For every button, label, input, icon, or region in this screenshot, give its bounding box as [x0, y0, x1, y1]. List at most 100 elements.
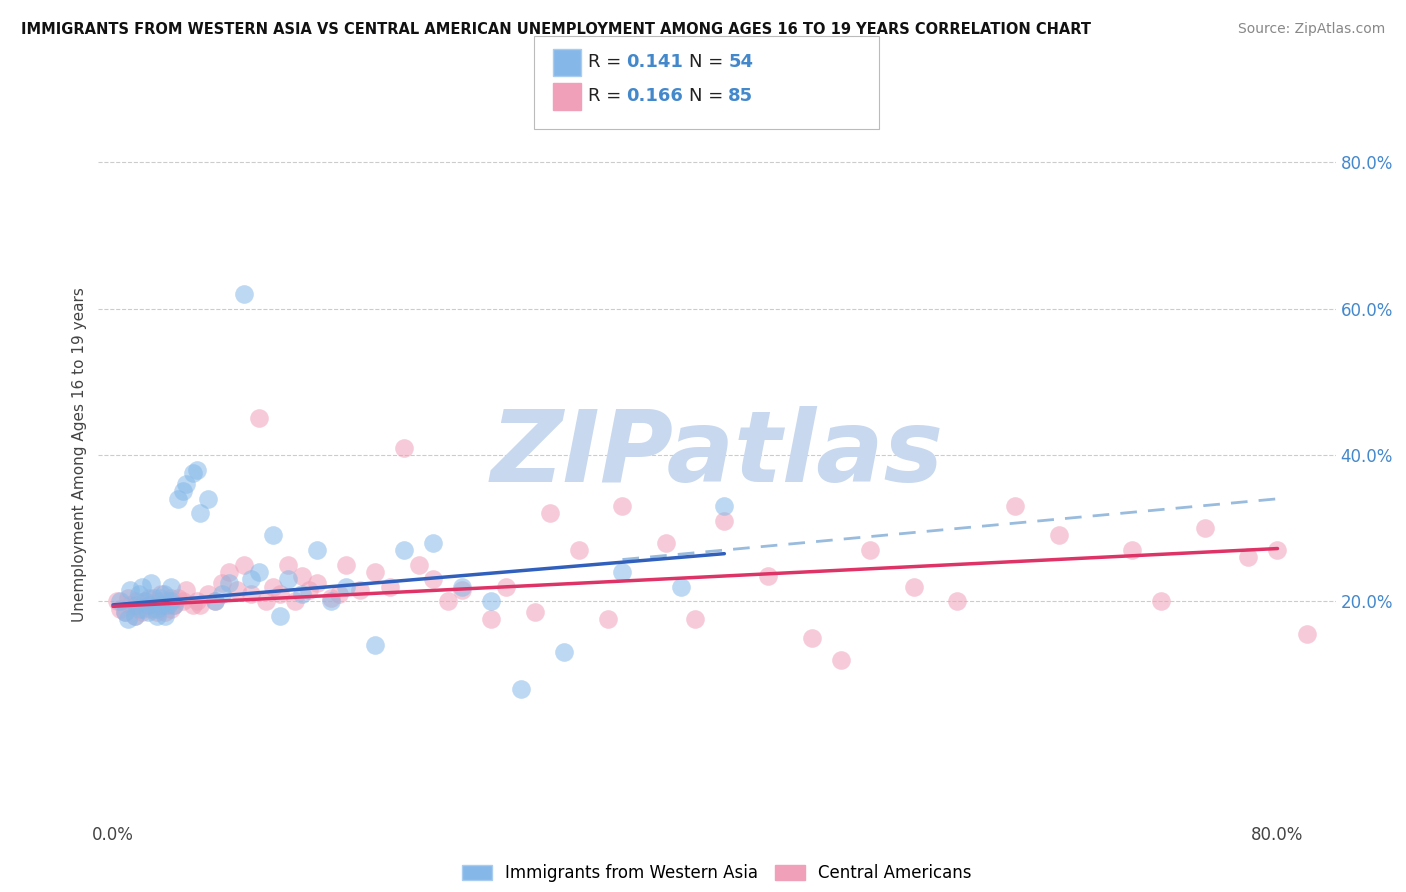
Text: 0.141: 0.141: [626, 54, 682, 71]
Point: [321, 591, 343, 605]
Point: [120, 583, 142, 598]
Point: [211, 587, 233, 601]
Point: [125, 598, 148, 612]
Point: [859, 543, 882, 558]
Text: R =: R =: [588, 87, 627, 105]
Point: [284, 594, 307, 608]
Point: [596, 613, 619, 627]
Point: [1150, 594, 1173, 608]
Point: [655, 535, 678, 549]
Point: [1047, 528, 1070, 542]
Point: [131, 580, 153, 594]
Point: [364, 565, 387, 579]
Point: [131, 605, 153, 619]
Point: [157, 594, 180, 608]
Point: [291, 587, 314, 601]
Point: [150, 598, 173, 612]
Point: [148, 591, 170, 605]
Point: [155, 608, 177, 623]
Point: [436, 594, 458, 608]
Point: [335, 558, 357, 572]
Point: [172, 484, 194, 499]
Point: [683, 613, 706, 627]
Point: [247, 411, 270, 425]
Point: [269, 587, 291, 601]
Point: [181, 598, 204, 612]
Point: [1382, 565, 1405, 579]
Point: [378, 580, 401, 594]
Point: [139, 601, 162, 615]
Point: [105, 594, 128, 608]
Point: [148, 594, 170, 608]
Point: [422, 572, 444, 586]
Point: [167, 591, 190, 605]
Point: [612, 499, 634, 513]
Point: [1237, 550, 1260, 565]
Point: [136, 605, 159, 619]
Point: [392, 543, 415, 558]
Point: [145, 598, 167, 612]
Point: [142, 594, 165, 608]
Point: [138, 591, 160, 605]
Point: [145, 605, 167, 619]
Point: [117, 613, 139, 627]
Point: [124, 608, 146, 623]
Point: [157, 598, 180, 612]
Point: [291, 568, 314, 582]
Point: [364, 638, 387, 652]
Point: [186, 462, 208, 476]
Point: [139, 576, 162, 591]
Point: [422, 535, 444, 549]
Point: [321, 594, 343, 608]
Point: [110, 601, 132, 615]
Point: [188, 507, 211, 521]
Point: [134, 594, 156, 608]
Legend: Immigrants from Western Asia, Central Americans: Immigrants from Western Asia, Central Am…: [463, 863, 972, 882]
Point: [145, 601, 167, 615]
Point: [1004, 499, 1026, 513]
Point: [197, 491, 219, 506]
Text: ZIPatlas: ZIPatlas: [491, 407, 943, 503]
Point: [136, 598, 159, 612]
Point: [160, 580, 183, 594]
Point: [240, 587, 263, 601]
Point: [233, 287, 256, 301]
Point: [1267, 543, 1289, 558]
Point: [114, 605, 136, 619]
Text: N =: N =: [689, 54, 728, 71]
Point: [124, 608, 146, 623]
Point: [1121, 543, 1143, 558]
Point: [145, 608, 167, 623]
Point: [262, 580, 284, 594]
Point: [254, 594, 277, 608]
Point: [204, 594, 226, 608]
Point: [204, 594, 226, 608]
Point: [211, 576, 233, 591]
Point: [481, 613, 503, 627]
Point: [298, 583, 321, 598]
Point: [524, 605, 547, 619]
Point: [756, 568, 779, 582]
Point: [142, 591, 165, 605]
Point: [153, 598, 176, 612]
Point: [305, 543, 328, 558]
Text: N =: N =: [689, 87, 728, 105]
Point: [160, 601, 183, 615]
Point: [1339, 620, 1361, 634]
Point: [153, 587, 176, 601]
Point: [186, 594, 208, 608]
Text: 85: 85: [728, 87, 754, 105]
Y-axis label: Unemployment Among Ages 16 to 19 years: Unemployment Among Ages 16 to 19 years: [72, 287, 87, 623]
Point: [328, 587, 350, 601]
Point: [568, 543, 591, 558]
Point: [138, 598, 160, 612]
Point: [830, 653, 852, 667]
Point: [269, 608, 291, 623]
Text: IMMIGRANTS FROM WESTERN ASIA VS CENTRAL AMERICAN UNEMPLOYMENT AMONG AGES 16 TO 1: IMMIGRANTS FROM WESTERN ASIA VS CENTRAL …: [21, 22, 1091, 37]
Point: [1194, 521, 1216, 535]
Text: R =: R =: [588, 54, 627, 71]
Point: [134, 594, 156, 608]
Point: [172, 594, 194, 608]
Point: [713, 499, 735, 513]
Point: [612, 565, 634, 579]
